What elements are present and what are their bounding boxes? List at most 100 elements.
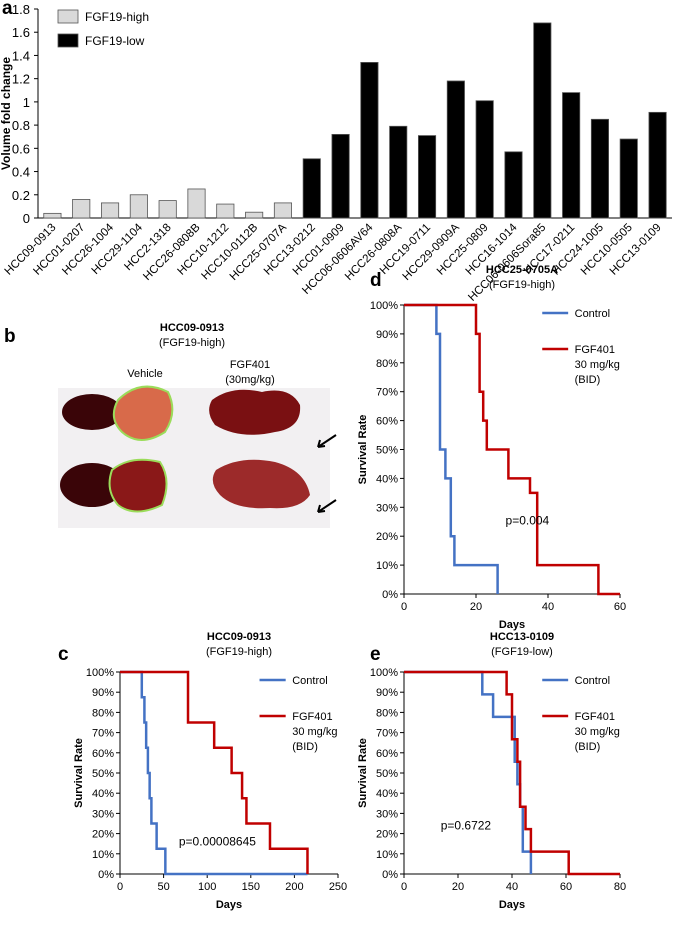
y-tick-label: 10%: [92, 849, 114, 861]
panel-letter: c: [58, 644, 69, 665]
y-tick-label: 70%: [376, 387, 398, 399]
panel-letter: b: [4, 326, 16, 347]
bar: [446, 80, 465, 219]
survival-curve: [404, 303, 620, 596]
y-tick-label: 0.8: [12, 118, 30, 133]
annotation: p=0.6722: [441, 819, 492, 833]
y-tick-label: 1: [23, 95, 30, 110]
y-tick-label: 80%: [376, 707, 398, 719]
x-tick-label: 250: [329, 881, 347, 893]
legend-line-text: FGF401: [575, 344, 615, 356]
y-tick-label: 80%: [376, 358, 398, 370]
legend-label: Control: [575, 675, 610, 687]
y-tick-label: 100%: [370, 667, 398, 679]
legend-line-text: Control: [575, 308, 610, 320]
y-tick-label: 1.8: [12, 2, 30, 17]
y-tick-label: 90%: [376, 329, 398, 341]
x-tick-label: 150: [242, 881, 260, 893]
y-tick-label: 0: [23, 211, 30, 226]
panel-letter: e: [370, 644, 381, 665]
bar: [245, 211, 264, 219]
legend-line-text: 30 mg/kg: [292, 726, 337, 738]
legend-line-text: 30 mg/kg: [575, 726, 620, 738]
annotation: p=0.004: [506, 514, 550, 528]
y-tick-label: 50%: [92, 768, 114, 780]
y-tick-label: 60%: [92, 748, 114, 760]
y-tick-label: 30%: [376, 808, 398, 820]
y-tick-label: 0.6: [12, 141, 30, 156]
y-tick-label: 1.4: [12, 48, 30, 63]
arrow: [317, 434, 337, 448]
y-tick-label: 0.2: [12, 188, 30, 203]
x-tick-label: 0: [117, 881, 123, 893]
bar: [273, 202, 292, 219]
y-tick-label: 0%: [382, 589, 398, 601]
bar: [129, 194, 148, 219]
survival-curve: [404, 303, 499, 594]
y-tick-label: 0%: [98, 869, 114, 881]
legend-line-text: (BID): [292, 741, 318, 753]
y-tick-label: 100%: [370, 300, 398, 312]
y-tick-label: 20%: [376, 531, 398, 543]
y-tick-label: 60%: [376, 748, 398, 760]
bar: [590, 118, 609, 219]
chart-subtitle: (FGF19-low): [491, 646, 553, 658]
y-tick-label: 50%: [376, 768, 398, 780]
x-tick-label: 50: [157, 881, 169, 893]
y-tick-label: 60%: [376, 416, 398, 428]
bar: [619, 138, 638, 219]
bar: [331, 133, 350, 219]
tumor: [108, 458, 168, 513]
liver: [209, 389, 301, 435]
annotation: p=0.00008645: [179, 835, 256, 849]
bar: [187, 188, 206, 219]
legend-swatch: [57, 9, 79, 24]
x-tick-label: HCC13-0109: [608, 222, 664, 278]
bar: [302, 158, 321, 219]
bar: [504, 151, 523, 219]
x-tick-label: 60: [560, 881, 572, 893]
x-tick-label: 0: [401, 881, 407, 893]
x-tick-label: 80: [614, 881, 626, 893]
liver: [62, 394, 122, 430]
legend-line-text: FGF401: [292, 711, 332, 723]
y-tick-label: 90%: [376, 687, 398, 699]
legend-swatch: [57, 33, 79, 48]
chart-subtitle: (FGF19-high): [206, 646, 272, 658]
legend-label: FGF19-high: [85, 10, 149, 24]
bar: [216, 203, 235, 219]
y-tick-label: 40%: [376, 473, 398, 485]
survival-curve: [120, 670, 309, 874]
y-axis-label: Volume fold change: [0, 57, 13, 170]
tumor: [112, 385, 174, 441]
panel-letter: a: [2, 0, 13, 19]
chart-subtitle: (FGF19-high): [489, 279, 555, 291]
y-tick-label: 80%: [92, 707, 114, 719]
bar: [533, 22, 552, 219]
legend-label: FGF401 30 mg/kg (BID): [292, 711, 337, 753]
legend-line-text: Control: [575, 675, 610, 687]
photo-panel: b HCC09-0913 (FGF19-high) Vehicle FGF401…: [4, 322, 337, 528]
legend-line-text: FGF401: [575, 711, 615, 723]
legend-label: FGF401 30 mg/kg (BID): [575, 344, 620, 386]
x-tick-label: 100: [198, 881, 216, 893]
y-tick-label: 10%: [376, 560, 398, 572]
y-tick-label: 70%: [92, 728, 114, 740]
bar: [417, 135, 437, 219]
survival-curve: [404, 670, 620, 876]
y-tick-label: 1.2: [12, 72, 30, 87]
y-tick-label: 20%: [92, 829, 114, 841]
bar: [158, 200, 177, 219]
y-tick-label: 10%: [376, 849, 398, 861]
bar: [72, 199, 91, 219]
legend-label: Control: [575, 308, 610, 320]
bar: [389, 125, 408, 219]
x-tick-label: 20: [470, 601, 482, 613]
legend-label: Control: [292, 675, 327, 687]
bar: [101, 202, 120, 219]
bar: [648, 111, 667, 219]
y-tick-label: 40%: [92, 788, 114, 800]
panel-title: HCC09-0913: [160, 322, 224, 334]
